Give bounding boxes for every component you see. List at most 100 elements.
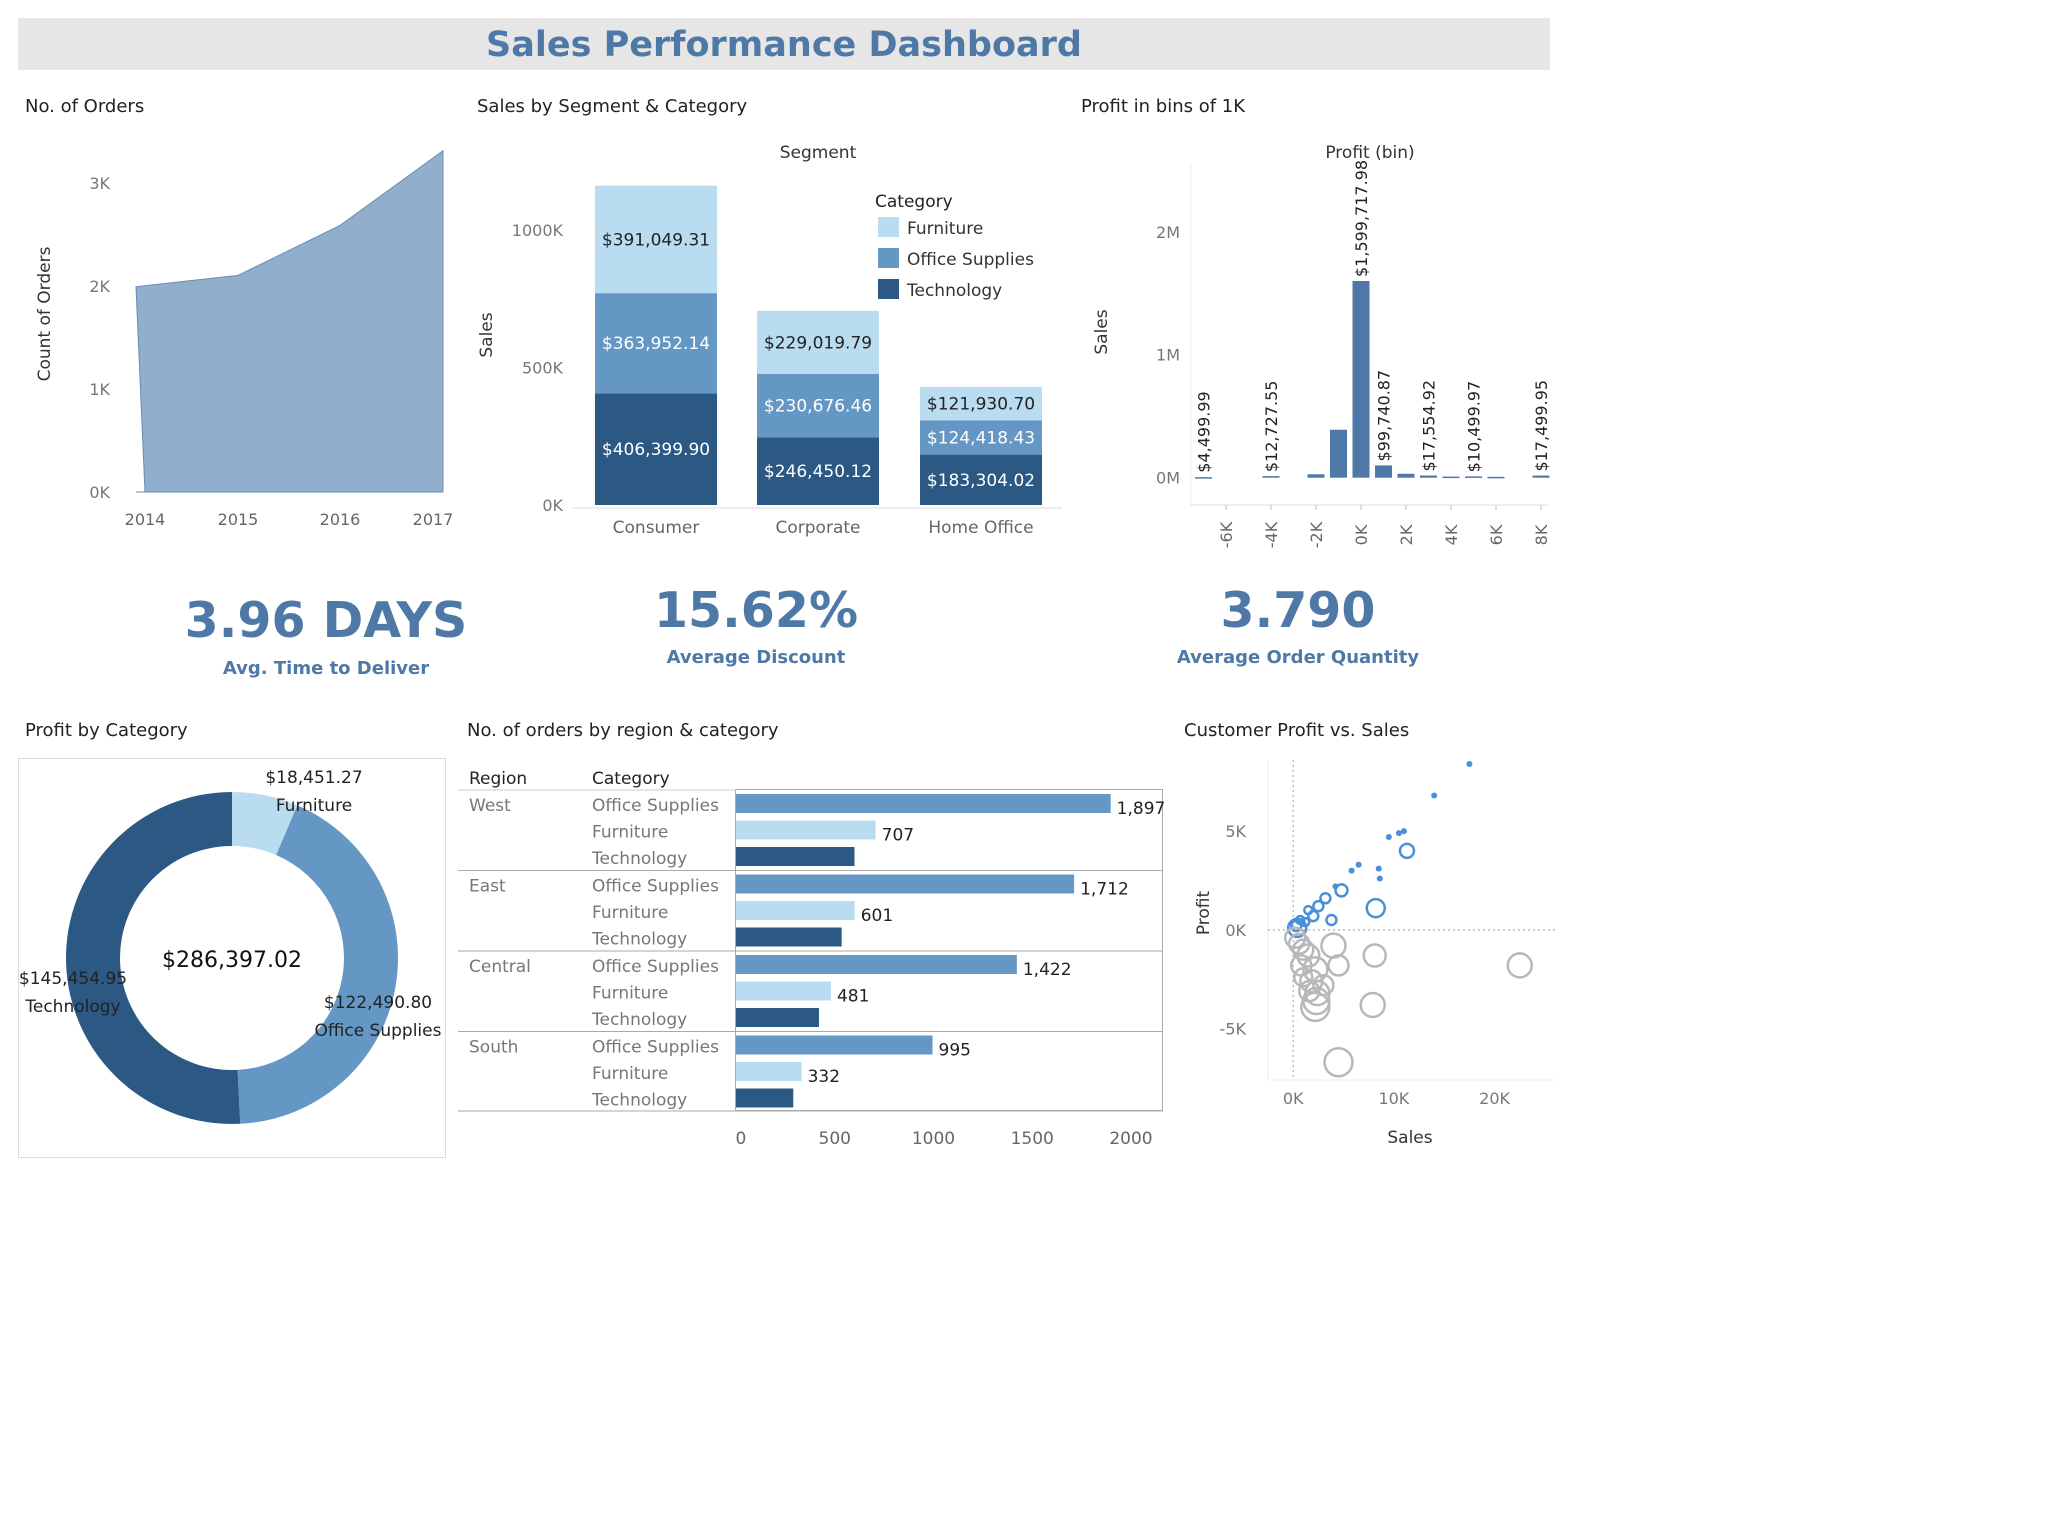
bar-data-label: 1,712 [1080,880,1129,900]
profit-category-panel-title: Profit by Category [25,720,188,741]
bar-data-label: 481 [837,987,869,1007]
y-tick-label: 2K [89,277,110,296]
donut-slice-technology [65,792,241,1124]
x-tick-label: 0K [1283,1089,1304,1108]
y-tick-label: 5K [1225,822,1246,841]
slice-name-label: Office Supplies [315,1021,442,1041]
horizontal-bar [736,874,1075,894]
bar-data-label: 332 [808,1067,840,1087]
horizontal-bar [736,981,831,1001]
region-panel-title: No. of orders by region & category [467,720,779,741]
y-tick-label: 2M [1156,223,1180,242]
region-label: South [469,1038,518,1058]
horizontal-bar [736,1062,802,1081]
slice-name-label: Furniture [276,796,352,816]
y-tick-label: 0M [1156,469,1180,488]
region-label: Central [469,957,531,977]
scatter-point [1298,979,1321,1003]
x-tick-label: 2017 [413,510,454,529]
scatter-point [1325,913,1338,927]
bar-segment-furniture [757,310,879,374]
y-axis-label: Sales [1092,309,1112,354]
bar-data-label: 707 [882,826,914,846]
scatter-point [1334,883,1349,898]
histogram-bar [1330,429,1347,478]
scatter-point [1359,991,1386,1019]
chart-title: Segment [780,143,857,163]
histogram-bar [1487,476,1505,479]
x-tick-label: -6K [1217,521,1236,548]
x-tick-label: 8K [1532,524,1551,545]
histogram-bar [1307,474,1325,478]
kpi-discount-label: Average Discount [666,647,846,668]
scatter-point [1348,867,1355,874]
scatter-point [1312,973,1335,997]
histogram-bar [1262,476,1280,478]
scatter-point [1376,875,1383,882]
histogram-bar [1352,280,1370,478]
y-tick-label: 0K [542,496,563,515]
x-tick-label: Home Office [928,518,1033,538]
x-tick-label: 4K [1442,524,1461,545]
y-tick-label: 0K [1225,921,1246,940]
y-tick-label: 0K [89,483,110,502]
scatter-point [1365,897,1387,919]
bar-data-label: $1,599,717.98 [1352,160,1371,277]
kpi-delivery-label: Avg. Time to Deliver [222,658,430,679]
bar-data-label: $246,450.12 [764,462,872,482]
segment-panel-title: Sales by Segment & Category [477,96,748,117]
slice-value-label: $145,454.95 [19,969,127,989]
scatter-point [1289,919,1303,933]
bar-segment-technology [920,454,1042,505]
scatter-point [1375,865,1382,872]
region-category-bar-chart: Region Category West Office Supplies 1,897 Fu… [458,769,1166,1149]
x-tick-label: 0K [1352,524,1371,545]
bar-data-label: $183,304.02 [927,471,1035,491]
category-label: Technology [591,930,687,950]
horizontal-bar [736,794,1111,813]
scatter-point [1466,760,1473,767]
region-label: West [469,796,511,816]
category-label: Technology [591,849,687,869]
column-header-category: Category [592,769,670,789]
x-tick-label: 1500 [1011,1129,1054,1149]
bar-segment-technology [595,393,717,505]
orders-area [135,149,444,493]
scatter-point [1307,909,1320,923]
customers-panel-title: Customer Profit vs. Sales [1184,720,1410,741]
category-label: Office Supplies [592,796,719,816]
y-axis-label: Sales [477,312,497,357]
scatter-point [1355,861,1362,868]
bar-segment-office-supplies [920,420,1042,455]
x-tick-label: 2000 [1109,1129,1152,1149]
y-tick-label: -5K [1220,1020,1247,1039]
x-tick-label: 500 [819,1129,851,1149]
kpi-delivery-value: 3.96 DAYS [184,592,468,649]
histogram-bar [1420,475,1437,478]
y-tick-label: 500K [522,359,564,378]
bar-segment-furniture [920,386,1042,421]
scatter-point [1286,917,1308,939]
slice-name-label: Technology [24,997,120,1017]
bar-data-label: 1,897 [1117,799,1166,819]
segment-stacked-bar-chart: Segment 0K 500K 1000K Sales $406,399.90 $363,9… [477,143,1062,538]
bar-data-label: $406,399.90 [602,440,710,460]
x-tick-label: 2014 [125,510,166,529]
scatter-point [1332,883,1339,890]
region-label: East [469,877,506,897]
donut-slice-furniture [232,792,298,856]
column-header-region: Region [469,769,527,789]
bar-data-label: 995 [939,1041,971,1061]
scatter-point [1395,830,1402,837]
histogram-bar [1195,477,1212,479]
y-tick-label: 1K [89,380,110,399]
y-axis-label: Profit [1194,890,1214,935]
bar-data-label: $99,740.87 [1375,370,1394,462]
category-label: Office Supplies [592,1038,719,1058]
donut-slice-office-supplies [237,805,398,1124]
kpi-discount-value: 15.62% [653,582,859,639]
horizontal-bar [736,1088,794,1108]
horizontal-bar [736,1008,819,1027]
bar-data-label: $4,499.99 [1195,391,1214,472]
legend-label: Furniture [907,219,983,239]
